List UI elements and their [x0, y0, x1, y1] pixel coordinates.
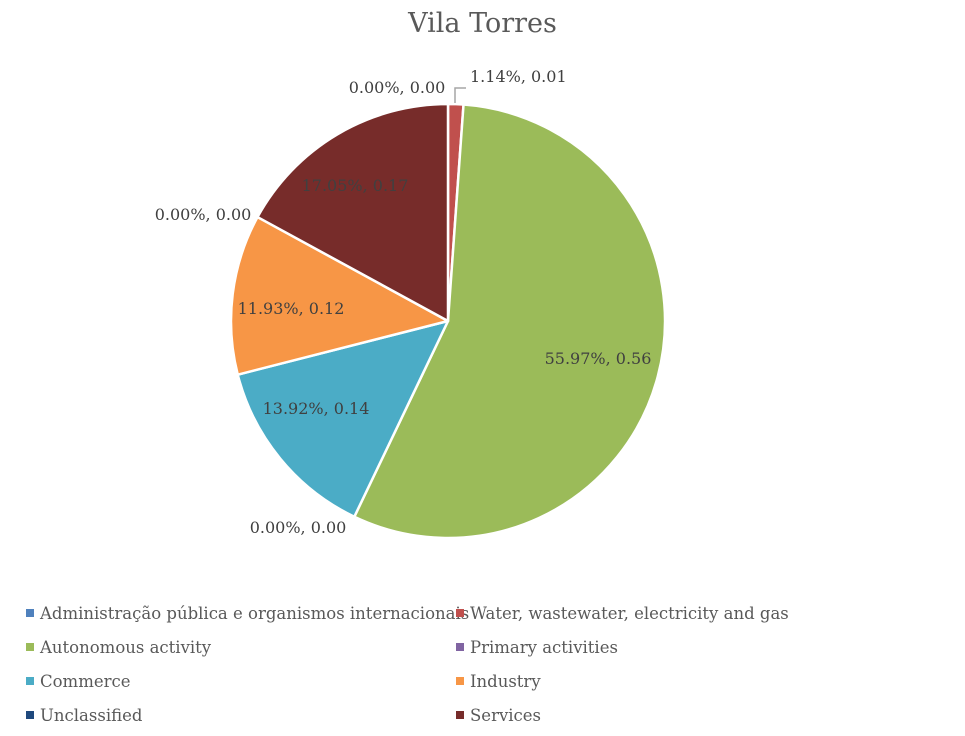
legend-label: Unclassified [40, 705, 143, 725]
legend-item: Industry [456, 668, 541, 694]
legend-swatch [26, 643, 34, 651]
legend-swatch [26, 677, 34, 685]
data-label: 17.05%, 0.17 [302, 176, 409, 195]
legend-swatch [26, 711, 34, 719]
legend-label: Water, wastewater, electricity and gas [470, 603, 789, 623]
legend-item: Administração pública e organismos inter… [26, 600, 469, 626]
legend: Administração pública e organismos inter… [26, 600, 956, 736]
data-label: 13.92%, 0.14 [263, 399, 370, 418]
pie-slice [256, 102, 450, 323]
data-label: 55.97%, 0.56 [545, 349, 652, 368]
legend-swatch [456, 677, 464, 685]
legend-swatch [456, 609, 464, 617]
pie-slice [229, 215, 450, 376]
legend-label: Primary activities [470, 637, 618, 657]
data-label: 1.14%, 0.01 [470, 67, 567, 86]
legend-item: Commerce [26, 668, 131, 694]
data-label: 11.93%, 0.12 [238, 299, 345, 318]
legend-label: Commerce [40, 671, 131, 691]
legend-item: Unclassified [26, 702, 142, 728]
legend-swatch [456, 711, 464, 719]
legend-label: Industry [470, 671, 541, 691]
legend-label: Services [470, 705, 542, 725]
data-label: 0.00%, 0.00 [250, 518, 347, 537]
legend-item: Water, wastewater, electricity and gas [456, 600, 789, 626]
legend-item: Primary activities [456, 634, 618, 660]
legend-label: Administração pública e organismos inter… [40, 603, 470, 623]
chart-title: Vila Torres [408, 8, 557, 39]
legend-swatch [456, 643, 464, 651]
pie-slice [353, 103, 667, 540]
data-label: 0.00%, 0.00 [349, 78, 446, 97]
legend-label: Autonomous activity [40, 637, 212, 657]
data-label: 0.00%, 0.00 [155, 205, 252, 224]
legend-item: Services [456, 702, 541, 728]
legend-swatch [26, 609, 34, 617]
pie-slice [236, 319, 450, 518]
leader-line [454, 87, 466, 103]
legend-item: Autonomous activity [26, 634, 211, 660]
pie-chart: 0.00%, 0.00 1.14%, 0.01 55.97%, 0.56 0.00%,… [155, 67, 667, 540]
